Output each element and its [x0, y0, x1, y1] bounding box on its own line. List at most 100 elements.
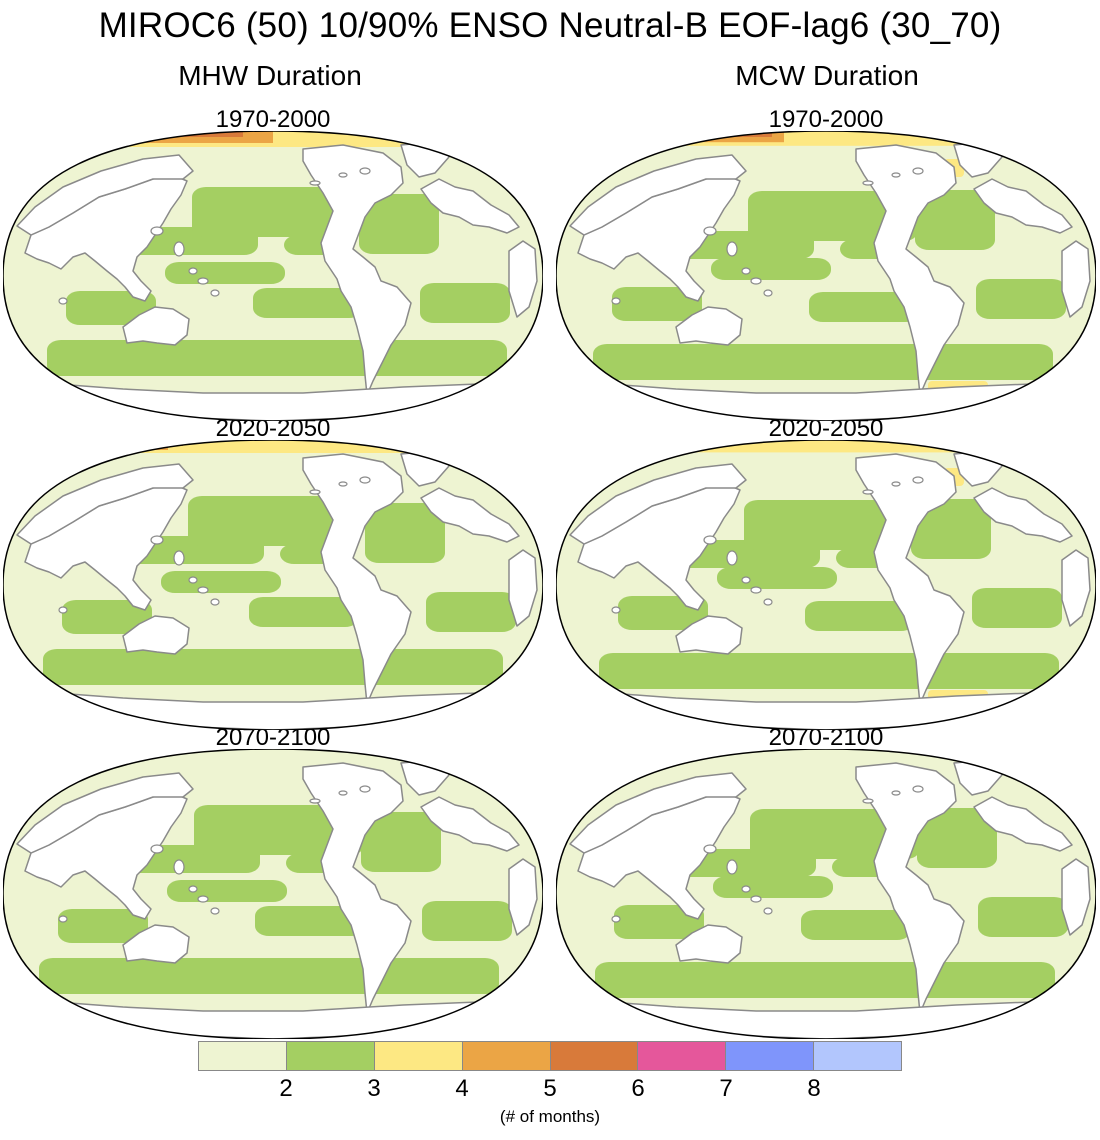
- land-arctic-asia: [16, 772, 194, 854]
- island: [891, 172, 901, 178]
- ocean-duration-band: [255, 906, 365, 936]
- island: [611, 606, 621, 614]
- island: [891, 790, 901, 796]
- island: [197, 586, 209, 594]
- island: [309, 489, 321, 495]
- map-border: [556, 440, 1096, 730]
- land-australia: [675, 306, 743, 346]
- island: [173, 859, 185, 875]
- map-panel-mhw-2070-2100: [3, 749, 543, 1039]
- island: [741, 576, 751, 584]
- ocean-duration-band: [194, 805, 364, 855]
- island: [912, 785, 924, 793]
- island: [210, 907, 220, 915]
- island: [173, 241, 185, 257]
- ocean-duration-band: [365, 503, 445, 563]
- ocean-duration-band: [58, 909, 148, 943]
- island: [338, 172, 348, 178]
- ocean-duration-band: [978, 897, 1068, 937]
- arctic-high-duration: [63, 440, 168, 450]
- ocean-duration-band: [750, 809, 920, 859]
- ocean-duration-band: [805, 601, 915, 631]
- island: [912, 476, 924, 484]
- colorbar-tick-label: 3: [367, 1075, 381, 1102]
- land-americas: [855, 762, 965, 1014]
- ocean-duration-band: [748, 191, 918, 241]
- land-australia: [675, 615, 743, 655]
- island: [611, 915, 621, 923]
- map-panel-mcw-1970-2000: [556, 131, 1096, 421]
- island: [763, 598, 773, 606]
- island: [58, 606, 68, 614]
- ocean-duration-band: [192, 187, 362, 237]
- island: [862, 180, 874, 186]
- ocean-duration-band: [39, 958, 499, 994]
- land-africa: [1061, 858, 1091, 936]
- ocean-duration-band: [614, 905, 704, 939]
- ocean-duration-band: [976, 279, 1066, 319]
- island: [763, 289, 773, 297]
- ocean-duration-band: [612, 287, 702, 321]
- land-arctic-asia: [569, 463, 747, 545]
- land-europe-west: [973, 796, 1073, 852]
- colorbar-tick-label: 6: [631, 1075, 645, 1102]
- island: [359, 476, 371, 484]
- land-australia: [675, 924, 743, 964]
- ocean-duration-band: [249, 597, 359, 627]
- island: [703, 226, 717, 236]
- island: [188, 885, 198, 893]
- arctic-high-duration: [556, 440, 1096, 453]
- island: [197, 277, 209, 285]
- ocean-duration-band: [422, 901, 512, 941]
- ocean-duration-band: [188, 496, 358, 546]
- land-europe-west: [420, 178, 520, 234]
- map-panel-mcw-2020-2050: [556, 440, 1096, 730]
- arctic-high-duration: [403, 131, 543, 143]
- island: [750, 586, 762, 594]
- island: [750, 895, 762, 903]
- land-americas: [302, 762, 412, 1014]
- map-border: [3, 440, 543, 730]
- island: [309, 180, 321, 186]
- island: [197, 895, 209, 903]
- colorbar-swatch: [286, 1042, 375, 1070]
- arctic-high-duration: [956, 131, 1096, 143]
- island: [611, 297, 621, 305]
- ocean-duration-band: [915, 190, 995, 250]
- colorbar-tick-label: 2: [279, 1075, 293, 1102]
- ocean-duration-band: [165, 262, 285, 284]
- land-arctic-asia: [16, 463, 194, 545]
- map-border: [556, 131, 1096, 421]
- island: [862, 489, 874, 495]
- ocean-duration-band: [43, 649, 503, 685]
- ocean-duration-band: [161, 571, 281, 593]
- island: [763, 907, 773, 915]
- ocean-duration-band: [595, 962, 1055, 998]
- land-africa: [1061, 240, 1091, 318]
- arctic-high-duration: [676, 440, 724, 446]
- island: [309, 798, 321, 804]
- colorbar-label: (# of months): [499, 1107, 601, 1126]
- island: [173, 550, 185, 566]
- land-africa: [508, 549, 538, 627]
- island: [862, 798, 874, 804]
- island: [726, 241, 738, 257]
- arctic-high-duration: [403, 440, 543, 450]
- land-australia: [122, 306, 190, 346]
- ocean-duration-band: [801, 910, 911, 940]
- land-arctic-asia: [569, 154, 747, 236]
- ocean-duration-band: [744, 500, 914, 550]
- island: [891, 481, 901, 487]
- column-title-mcw: MCW Duration: [735, 60, 919, 91]
- colorbar-tick-label: 8: [807, 1075, 821, 1102]
- ocean-duration-band: [66, 291, 156, 325]
- island: [58, 915, 68, 923]
- land-africa: [508, 858, 538, 936]
- land-australia: [122, 924, 190, 964]
- ocean-duration-band: [972, 588, 1062, 628]
- ocean-duration-band: [717, 567, 837, 589]
- island: [210, 289, 220, 297]
- arctic-high-duration: [3, 440, 543, 453]
- land-arctic-asia: [569, 772, 747, 854]
- land-europe-west: [420, 796, 520, 852]
